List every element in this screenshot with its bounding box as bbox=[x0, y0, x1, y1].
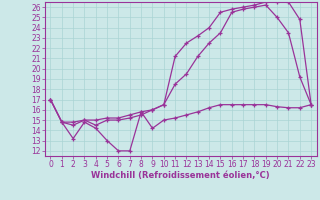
X-axis label: Windchill (Refroidissement éolien,°C): Windchill (Refroidissement éolien,°C) bbox=[92, 171, 270, 180]
